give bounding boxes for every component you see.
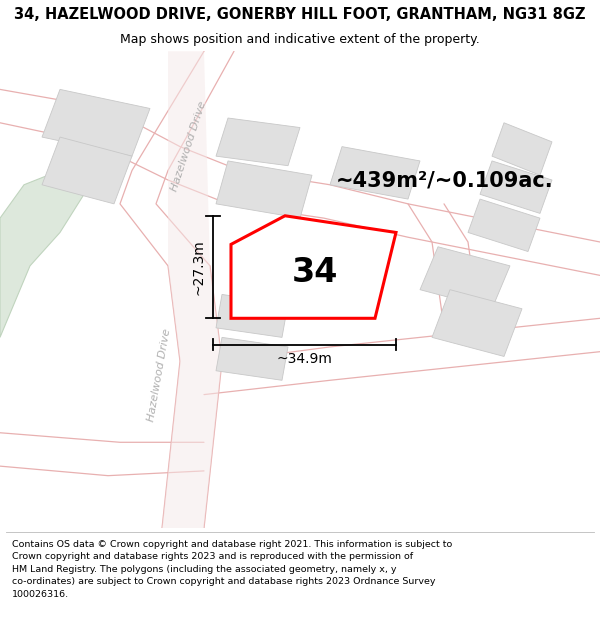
- Polygon shape: [432, 290, 522, 356]
- Polygon shape: [162, 51, 222, 528]
- Polygon shape: [0, 171, 84, 338]
- Text: ~439m²/~0.109ac.: ~439m²/~0.109ac.: [336, 170, 554, 190]
- Polygon shape: [231, 216, 396, 318]
- Text: Hazelwood Drive: Hazelwood Drive: [170, 100, 208, 193]
- Polygon shape: [492, 122, 552, 175]
- Text: 34: 34: [292, 256, 338, 289]
- Polygon shape: [468, 199, 540, 251]
- Polygon shape: [216, 338, 288, 380]
- Polygon shape: [420, 247, 510, 309]
- Polygon shape: [330, 147, 420, 199]
- Text: ~27.3m: ~27.3m: [191, 239, 205, 294]
- Text: Hazelwood Drive: Hazelwood Drive: [146, 328, 172, 422]
- Polygon shape: [216, 294, 288, 338]
- Polygon shape: [42, 89, 150, 156]
- Text: 34, HAZELWOOD DRIVE, GONERBY HILL FOOT, GRANTHAM, NG31 8GZ: 34, HAZELWOOD DRIVE, GONERBY HILL FOOT, …: [14, 7, 586, 22]
- Polygon shape: [216, 161, 312, 218]
- Polygon shape: [216, 118, 300, 166]
- Text: ~34.9m: ~34.9m: [277, 352, 333, 366]
- Polygon shape: [480, 161, 552, 213]
- Text: Contains OS data © Crown copyright and database right 2021. This information is : Contains OS data © Crown copyright and d…: [12, 540, 452, 599]
- Text: Map shows position and indicative extent of the property.: Map shows position and indicative extent…: [120, 34, 480, 46]
- Polygon shape: [42, 137, 132, 204]
